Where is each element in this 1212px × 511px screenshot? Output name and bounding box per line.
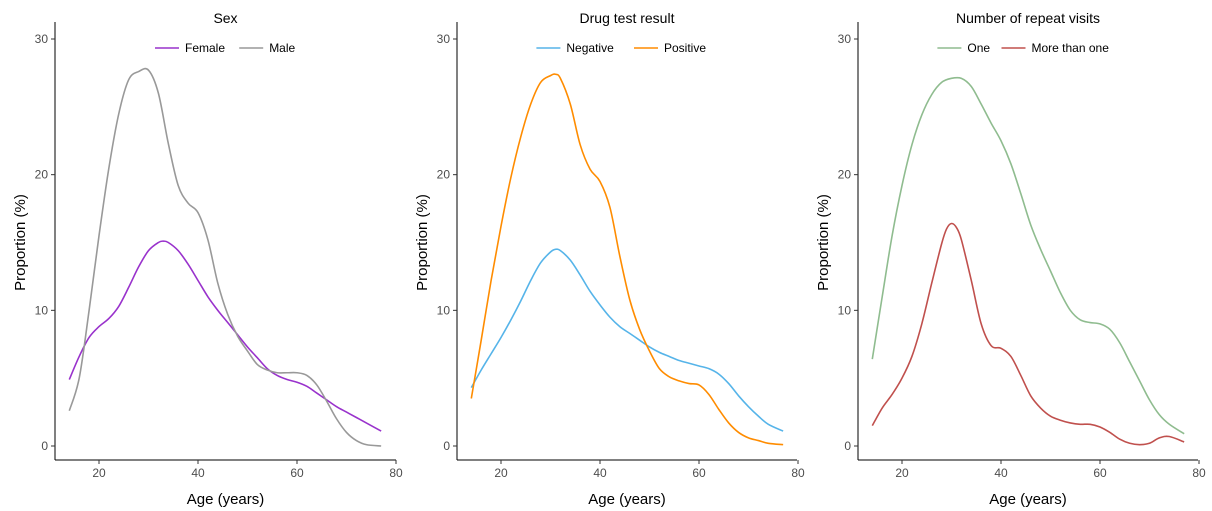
x-tick-label: 40	[593, 466, 607, 480]
panel-title: Number of repeat visits	[956, 10, 1100, 26]
legend-label: Negative	[566, 41, 614, 55]
x-tick-label: 80	[1192, 466, 1206, 480]
series-line-male	[68, 67, 382, 447]
series-line-one	[871, 76, 1185, 435]
panel-3: 0 10 20 30 20 40 60 80 Age (years) Proportion (%)…	[815, 10, 1206, 508]
y-tick-label: 30	[437, 32, 451, 46]
y-axis-title: Proportion (%)	[12, 194, 29, 291]
panel-1: 0 10 20 30 20 40 60 80 Age (years) Proportion (%)…	[12, 10, 403, 508]
x-tick-label: 20	[92, 466, 106, 480]
legend: Female Male	[155, 41, 296, 55]
x-axis-title: Age (years)	[187, 491, 265, 508]
y-tick-label: 20	[35, 168, 49, 182]
legend-label: One	[967, 41, 990, 55]
y-tick-label: 10	[35, 303, 49, 317]
x-tick-label: 20	[895, 466, 909, 480]
legend: Negative Positive	[536, 41, 706, 55]
x-tick-label: 80	[791, 466, 805, 480]
x-tick-label: 40	[994, 466, 1008, 480]
x-tick-label: 60	[290, 466, 304, 480]
x-axis-title: Age (years)	[989, 491, 1067, 508]
y-tick-label: 20	[838, 168, 852, 182]
y-tick-label: 30	[838, 32, 852, 46]
x-tick-label: 80	[389, 466, 403, 480]
legend-label: More than one	[1032, 41, 1110, 55]
legend-label: Positive	[664, 41, 706, 55]
legend-label: Male	[269, 41, 295, 55]
series-line-female	[68, 240, 382, 432]
y-tick-label: 10	[838, 303, 852, 317]
series-line-positive	[470, 73, 784, 446]
x-axis-title: Age (years)	[588, 491, 666, 508]
x-tick-label: 20	[494, 466, 508, 480]
y-tick-label: 10	[437, 303, 451, 317]
panel-title: Sex	[213, 10, 237, 26]
y-tick-label: 30	[35, 32, 49, 46]
y-tick-label: 0	[41, 439, 48, 453]
panel-title: Drug test result	[580, 10, 675, 26]
y-tick-label: 20	[437, 168, 451, 182]
y-tick-label: 0	[844, 439, 851, 453]
x-tick-label: 60	[1093, 466, 1107, 480]
legend: One More than one	[937, 41, 1109, 55]
x-tick-label: 40	[191, 466, 205, 480]
x-tick-label: 60	[692, 466, 706, 480]
panel-2: 0 10 20 30 20 40 60 80 Age (years) Proportion (%)…	[414, 10, 805, 508]
y-axis-title: Proportion (%)	[414, 194, 431, 291]
legend-label: Female	[185, 41, 225, 55]
y-tick-label: 0	[443, 439, 450, 453]
y-axis-title: Proportion (%)	[815, 194, 832, 291]
series-line-more-than-one	[871, 222, 1185, 446]
series-line-negative	[470, 248, 784, 432]
